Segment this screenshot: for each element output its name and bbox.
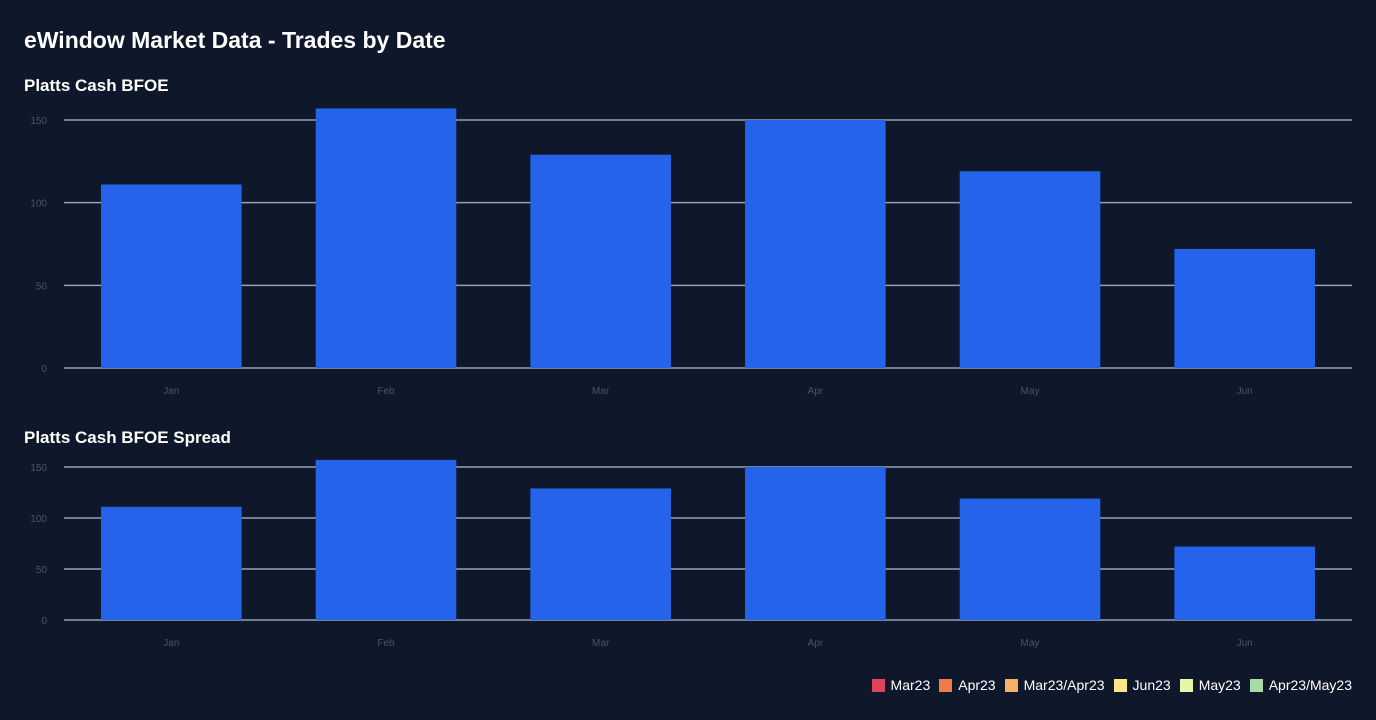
bar-may[interactable]: [959, 171, 1101, 368]
x-tick-label-jun: Jun: [1237, 638, 1253, 649]
x-tick-label-mar: Mar: [592, 386, 610, 397]
legend-label: Mar23: [890, 677, 931, 693]
bar-jun[interactable]: [1174, 248, 1315, 368]
legend-label: Apr23/May23: [1268, 677, 1352, 693]
legend-item-apr23[interactable]: Apr23: [939, 676, 996, 694]
page-title: eWindow Market Data - Trades by Date: [24, 27, 446, 53]
y-tick-label: 100: [30, 514, 47, 525]
bar-apr[interactable]: [745, 120, 886, 368]
y-tick-label: 150: [30, 463, 47, 474]
bar-jan[interactable]: [101, 184, 242, 368]
legend-item-jun23[interactable]: Jun23: [1113, 676, 1171, 694]
y-tick-label: 100: [30, 199, 47, 210]
legend-swatch: [871, 678, 885, 692]
y-tick-label: 50: [36, 565, 48, 576]
bar-apr[interactable]: [745, 467, 886, 620]
x-tick-label-may: May: [1021, 638, 1040, 649]
x-tick-label-jun: Jun: [1237, 386, 1253, 397]
legend: Mar23 Apr23 Mar23/Apr23 Jun23 May23 Apr2…: [871, 676, 1352, 694]
legend-label: Jun23: [1132, 677, 1171, 693]
bar-chart-platts-cash-bfoe-spread: 0 50 100 150 Jan Feb Mar Apr May Jun: [30, 459, 1352, 649]
y-tick-label: 0: [41, 364, 47, 375]
legend-item-mar23-apr23[interactable]: Mar23/Apr23: [1004, 676, 1105, 694]
legend-item-mar23[interactable]: Mar23: [871, 676, 931, 694]
x-tick-label-apr: Apr: [808, 638, 824, 649]
x-tick-label-may: May: [1021, 386, 1040, 397]
legend-label: Apr23: [958, 677, 996, 693]
legend-item-apr23-may23[interactable]: Apr23/May23: [1249, 676, 1352, 694]
y-tick-label: 0: [41, 616, 47, 627]
bar-mar[interactable]: [530, 488, 671, 620]
legend-swatch: [1004, 678, 1018, 692]
bar-feb[interactable]: [315, 108, 457, 368]
legend-label: Mar23/Apr23: [1023, 677, 1105, 693]
y-tick-label: 150: [30, 116, 47, 127]
x-tick-label-jan: Jan: [163, 638, 179, 649]
bar-chart-platts-cash-bfoe: 0 50 100 150 Jan Feb Mar Apr May Jun: [30, 108, 1352, 397]
legend-swatch: [1249, 678, 1263, 692]
chart-title-platts-cash-bfoe: Platts Cash BFOE: [24, 76, 169, 95]
legend-swatch: [1113, 678, 1127, 692]
x-tick-label-jan: Jan: [163, 386, 179, 397]
bar-jan[interactable]: [101, 506, 242, 620]
legend-item-may23[interactable]: May23: [1179, 676, 1241, 694]
legend-swatch: [939, 678, 953, 692]
legend-label: May23: [1198, 677, 1241, 693]
y-tick-label: 50: [36, 281, 48, 292]
x-tick-label-feb: Feb: [377, 386, 395, 397]
x-tick-label-apr: Apr: [808, 386, 824, 397]
bar-feb[interactable]: [315, 459, 457, 620]
x-tick-label-feb: Feb: [377, 638, 395, 649]
x-tick-label-mar: Mar: [592, 638, 610, 649]
bar-mar[interactable]: [530, 154, 671, 368]
legend-swatch: [1179, 678, 1193, 692]
bar-jun[interactable]: [1174, 546, 1315, 620]
chart-title-platts-cash-bfoe-spread: Platts Cash BFOE Spread: [24, 428, 231, 447]
bar-may[interactable]: [959, 498, 1101, 620]
